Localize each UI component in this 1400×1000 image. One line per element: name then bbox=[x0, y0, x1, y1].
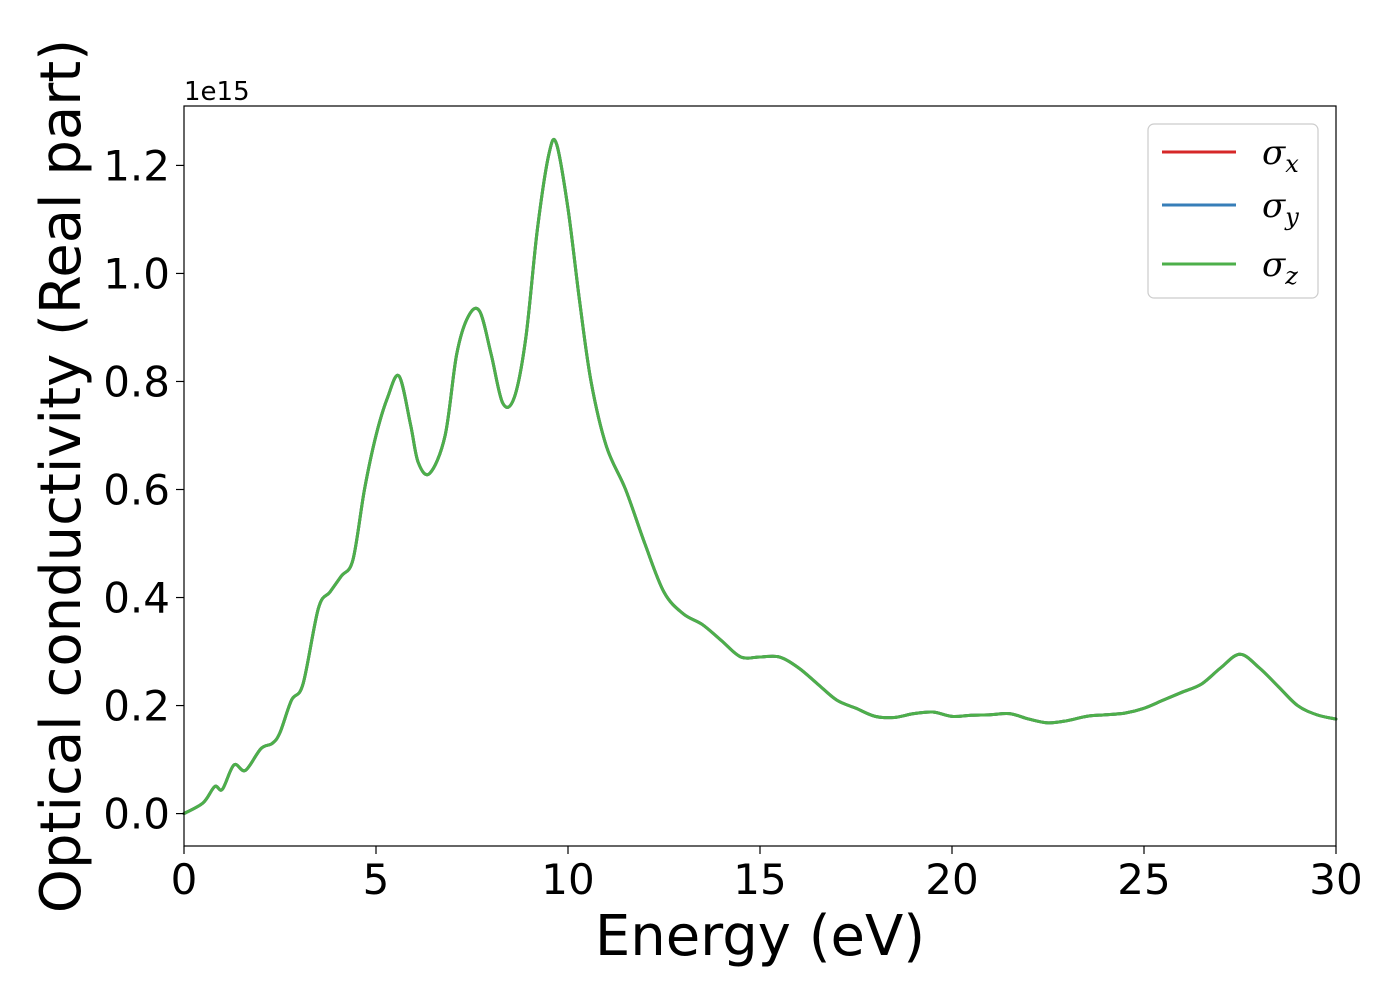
x-tick-label: 15 bbox=[733, 855, 786, 904]
legend-entries: σx σy σz bbox=[1162, 133, 1299, 290]
y-axis-title: Optical conductivity (Real part) bbox=[29, 39, 94, 913]
x-tick-label: 5 bbox=[363, 855, 390, 904]
y-tick-label: 0.6 bbox=[103, 466, 170, 515]
plot-lines bbox=[182, 137, 1338, 816]
legend-box bbox=[1147, 123, 1319, 299]
y-tick-label: 1.0 bbox=[103, 249, 170, 298]
x-tick-label: 0 bbox=[171, 855, 198, 904]
x-axis-ticks: 0 5 10 15 20 25 30 bbox=[171, 846, 1363, 904]
y-offset-label: 1e15 bbox=[184, 77, 250, 107]
legend-label-x: σx bbox=[1262, 133, 1299, 178]
x-axis-title: Energy (eV) bbox=[595, 904, 925, 969]
x-tick-label: 20 bbox=[925, 855, 978, 904]
y-tick-label: 1.2 bbox=[103, 141, 170, 190]
legend-label-y: σy bbox=[1262, 186, 1299, 231]
y-tick-label: 0.2 bbox=[103, 682, 170, 731]
y-axis-ticks: 0.0 0.2 0.4 0.6 0.8 1.0 1.2 bbox=[103, 141, 184, 839]
x-tick-label: 25 bbox=[1117, 855, 1170, 904]
x-tick-label: 10 bbox=[541, 855, 594, 904]
y-tick-label: 0.8 bbox=[103, 357, 170, 406]
y-tick-label: 0.4 bbox=[103, 574, 170, 623]
series-line-z bbox=[182, 137, 1338, 816]
y-tick-label: 0.0 bbox=[103, 790, 170, 839]
legend-label-z: σz bbox=[1262, 245, 1298, 290]
legend: σx σy σz bbox=[1147, 123, 1319, 299]
x-tick-label: 30 bbox=[1309, 855, 1362, 904]
